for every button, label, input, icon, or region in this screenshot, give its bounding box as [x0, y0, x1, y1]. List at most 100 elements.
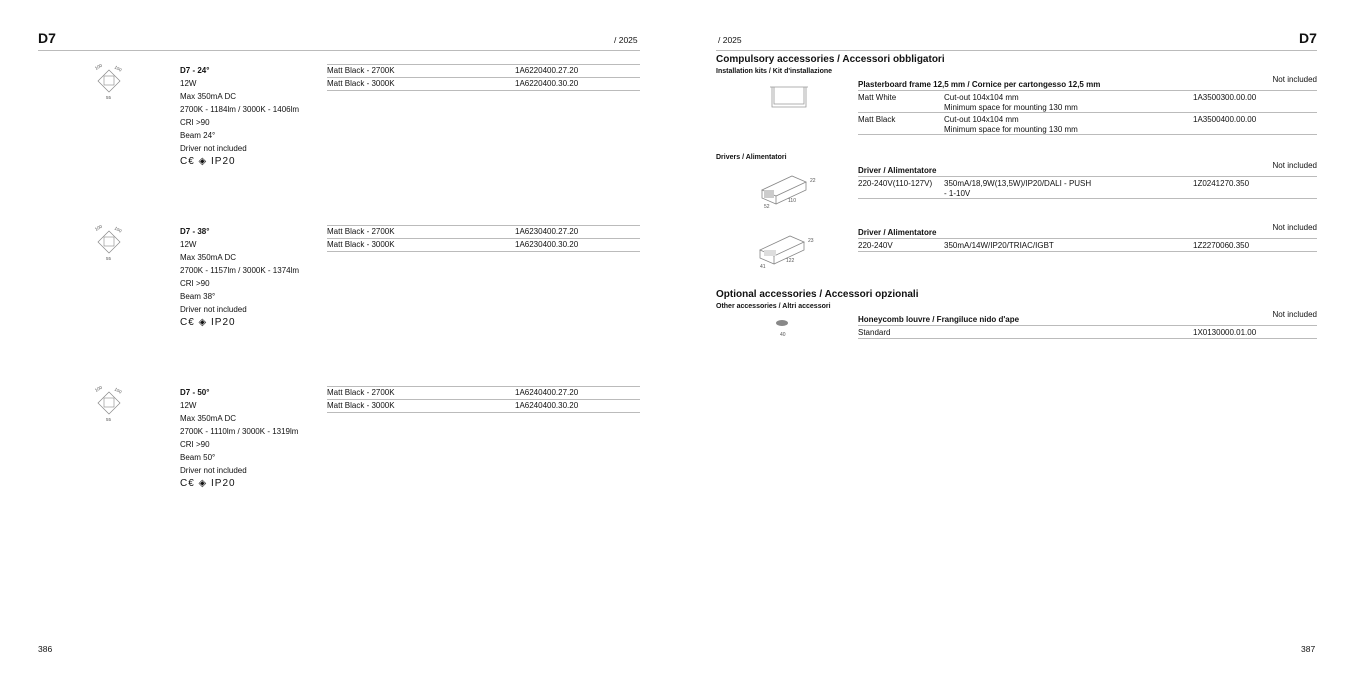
spec-line: CRI >90: [180, 279, 210, 288]
svg-text:100: 100: [114, 226, 123, 234]
page-number: 387: [1301, 644, 1316, 654]
spec-line: 2700K - 1184lm / 3000K - 1406lm: [180, 105, 300, 114]
svg-text:23: 23: [808, 238, 814, 244]
table-row: Standard 1X0130000.01.00: [858, 326, 1317, 339]
section-title: D7: [1299, 30, 1317, 46]
finish: Matt Black - 3000K: [327, 79, 395, 88]
status: Not included: [1272, 75, 1317, 84]
section-title: D7: [38, 30, 56, 46]
kits-subtitle: Installation kits / Kit d'installazione: [716, 68, 833, 75]
honeycomb-louvre-icon: 40: [776, 320, 788, 338]
spec-line: Driver not included: [180, 466, 247, 475]
finish: Matt Black - 2700K: [327, 388, 395, 397]
driver-table-1: Driver / Alimentatore Not included 220-24…: [858, 161, 1317, 199]
status: Not included: [1272, 310, 1317, 319]
svg-text:41: 41: [760, 264, 766, 270]
table-row: Matt Black - 3000K 1A6240400.30.20: [327, 400, 640, 413]
certification-marks: C€ ◈ IP20: [180, 156, 236, 167]
product-title: D7 - 50°: [180, 388, 210, 397]
driver-table-2: Driver / Alimentatore Not included 220-24…: [858, 223, 1317, 252]
variants-table: Matt Black - 2700K 1A6230400.27.20 Matt Bl…: [327, 225, 640, 252]
spec-line: 12W: [180, 240, 197, 249]
finish: Matt Black - 2700K: [327, 66, 395, 75]
svg-text:52: 52: [764, 204, 770, 210]
divider: [38, 50, 640, 51]
svg-text:55: 55: [106, 256, 112, 261]
driver-header: Driver / Alimentatore: [858, 228, 937, 237]
divider: [716, 50, 1317, 51]
table-row: Matt White Cut-out 104x104 mm Minimum spac…: [858, 91, 1317, 113]
svg-text:100: 100: [94, 63, 103, 71]
svg-text:55: 55: [106, 417, 112, 422]
louvre-header: Honeycomb louvre / Frangiluce nido d'ape: [858, 315, 1020, 324]
svg-text:100: 100: [114, 387, 123, 395]
spec-line: 12W: [180, 79, 197, 88]
svg-text:100: 100: [114, 65, 123, 73]
table-row: 220-240V 350mA/14W/IP20/TRIAC/IGBT 1Z22700…: [858, 239, 1317, 252]
svg-text:22: 22: [810, 178, 816, 184]
spec-line: Driver not included: [180, 144, 247, 153]
finish: Matt Black - 3000K: [327, 401, 395, 410]
svg-text:110: 110: [788, 198, 796, 204]
table-row: Matt Black - 3000K 1A6230400.30.20: [327, 239, 640, 252]
optional-title: Optional accessories / Accessori opziona…: [716, 289, 919, 300]
table-row: Matt Black - 3000K 1A6220400.30.20: [327, 78, 640, 91]
code: 1A6230400.30.20: [515, 240, 579, 249]
spec-line: Max 350mA DC: [180, 414, 237, 423]
spec-line: 2700K - 1157lm / 3000K - 1374lm: [180, 266, 300, 275]
page-number: 386: [38, 644, 53, 654]
product-specs: D7 - 24° 12W Max 350mA DC 2700K - 1184lm / …: [180, 64, 320, 168]
code: 1A6220400.27.20: [515, 66, 579, 75]
driver-icon: 22 110 52: [761, 175, 816, 210]
spec-line: Beam 38°: [180, 292, 216, 301]
kits-header: Plasterboard frame 12,5 mm / Cornice per…: [858, 80, 1101, 89]
finish: Matt Black - 2700K: [327, 227, 395, 236]
table-row: 220-240V(110-127V) 350mA/18,9W(13,5W)/IP2…: [858, 177, 1317, 199]
status: Not included: [1272, 161, 1317, 170]
kits-table: Plasterboard frame 12,5 mm / Cornice per…: [858, 75, 1317, 135]
spec-line: Driver not included: [180, 305, 247, 314]
spec-line: 2700K - 1110lm / 3000K - 1319lm: [180, 427, 299, 436]
driver-header: Driver / Alimentatore: [858, 166, 937, 175]
table-row: Matt Black Cut-out 104x104 mm Minimum spac…: [858, 113, 1317, 135]
code: 1A6240400.30.20: [515, 401, 579, 410]
drivers-subtitle: Drivers / Alimentatori: [716, 154, 787, 161]
table-row: Matt Black - 2700K 1A6240400.27.20: [327, 387, 640, 400]
variants-table: Matt Black - 2700K 1A6220400.27.20 Matt Bl…: [327, 64, 640, 91]
table-row: Matt Black - 2700K 1A6220400.27.20: [327, 65, 640, 78]
variants-table: Matt Black - 2700K 1A6240400.27.20 Matt Bl…: [327, 386, 640, 413]
product-title: D7 - 38°: [180, 227, 210, 236]
year: / 2025: [718, 35, 742, 45]
compulsory-title: Compulsory accessories / Accessori obbli…: [716, 54, 945, 65]
product-specs: D7 - 50° 12W Max 350mA DC 2700K - 1110lm / …: [180, 386, 320, 490]
luminaire-drawing-icon: 100 100 55: [94, 224, 123, 261]
finish: Matt Black - 3000K: [327, 240, 395, 249]
svg-text:55: 55: [106, 95, 112, 100]
code: 1A6240400.27.20: [515, 388, 579, 397]
spec-line: Max 350mA DC: [180, 92, 237, 101]
luminaire-drawing-icon: 100 100 55: [94, 385, 123, 422]
certification-marks: C€ ◈ IP20: [180, 478, 236, 489]
plasterboard-frame-icon: [770, 86, 808, 108]
optional-subtitle: Other accessories / Altri accessori: [716, 303, 831, 310]
driver-icon: 23 122 41: [759, 235, 814, 270]
spec-line: Beam 24°: [180, 131, 216, 140]
spec-line: CRI >90: [180, 118, 210, 127]
spec-line: CRI >90: [180, 440, 210, 449]
code: 1A6220400.30.20: [515, 79, 579, 88]
product-specs: D7 - 38° 12W Max 350mA DC 2700K - 1157lm / …: [180, 225, 320, 329]
status: Not included: [1272, 223, 1317, 232]
spec-line: Beam 50°: [180, 453, 216, 462]
svg-text:100: 100: [94, 385, 103, 393]
spec-line: 12W: [180, 401, 197, 410]
spec-line: Max 350mA DC: [180, 253, 237, 262]
year: / 2025: [614, 35, 638, 45]
table-row: Matt Black - 2700K 1A6230400.27.20: [327, 226, 640, 239]
product-title: D7 - 24°: [180, 66, 210, 75]
optional-table: Honeycomb louvre / Frangiluce nido d'ape…: [858, 310, 1317, 339]
luminaire-drawing-icon: 100 100 55: [94, 63, 123, 100]
code: 1A6230400.27.20: [515, 227, 579, 236]
certification-marks: C€ ◈ IP20: [180, 317, 236, 328]
svg-text:40: 40: [780, 332, 786, 338]
svg-text:100: 100: [94, 224, 103, 232]
